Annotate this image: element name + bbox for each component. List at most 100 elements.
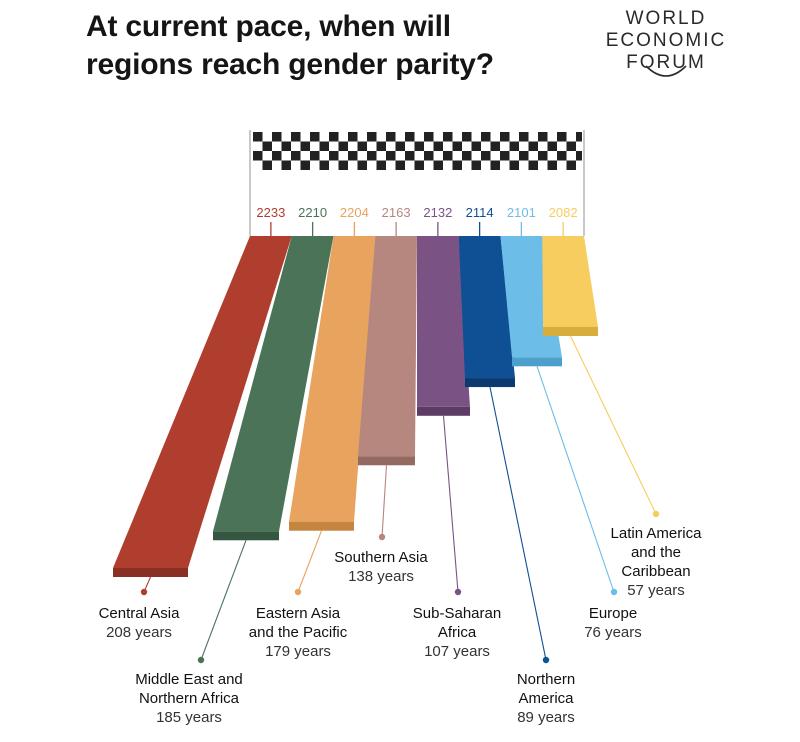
leader-line-6 bbox=[489, 386, 547, 661]
bar-base-4 bbox=[358, 456, 415, 466]
region-name-3-line-1: Eastern Asia bbox=[256, 605, 341, 622]
flag-square bbox=[281, 160, 291, 170]
region-years-4: 138 years bbox=[348, 568, 414, 585]
leader-dot-1 bbox=[140, 588, 148, 596]
flag-square bbox=[300, 160, 310, 170]
flag-square bbox=[424, 132, 434, 142]
leader-line-4 bbox=[381, 465, 388, 538]
bar-base-7 bbox=[512, 357, 562, 367]
bar-8 bbox=[542, 236, 598, 327]
flag-square bbox=[519, 132, 529, 142]
flag-square bbox=[547, 141, 557, 151]
leader-dot-7 bbox=[610, 588, 618, 596]
flag-square bbox=[405, 151, 415, 161]
flag-square bbox=[538, 151, 548, 161]
region-years-7: 76 years bbox=[584, 624, 642, 641]
leader-dot-3 bbox=[294, 588, 302, 596]
parity-year-label-5: 2132 bbox=[423, 205, 452, 220]
flag-square bbox=[272, 132, 282, 142]
flag-square bbox=[272, 151, 282, 161]
flag-square bbox=[490, 160, 500, 170]
flag-square bbox=[471, 160, 481, 170]
flag-square bbox=[386, 132, 396, 142]
flag-square bbox=[557, 132, 567, 142]
flag-square bbox=[310, 151, 320, 161]
flag-square bbox=[329, 151, 339, 161]
flag-square bbox=[414, 141, 424, 151]
flag-square bbox=[395, 160, 405, 170]
wef-logo: WORLD ECONOMIC FORUM bbox=[596, 6, 736, 86]
flag-square bbox=[519, 151, 529, 161]
flag-square bbox=[481, 151, 491, 161]
flag-square bbox=[357, 160, 367, 170]
leader-dot-5 bbox=[454, 588, 462, 596]
bar-base-5 bbox=[417, 406, 470, 416]
finish-line-flag bbox=[249, 130, 585, 236]
bar-base-8 bbox=[543, 326, 598, 336]
flag-square bbox=[300, 141, 310, 151]
region-years-6: 89 years bbox=[517, 709, 575, 726]
parity-year-label-1: 2233 bbox=[256, 205, 285, 220]
flag-square bbox=[348, 151, 358, 161]
region-name-2-line-1: Middle East and bbox=[135, 671, 243, 688]
flag-square bbox=[566, 160, 576, 170]
bar-6 bbox=[458, 236, 515, 379]
region-name-8-line-1: Latin America bbox=[611, 525, 703, 542]
logo-line-1: WORLD bbox=[625, 8, 707, 29]
flag-square bbox=[405, 132, 415, 142]
bar-2 bbox=[213, 236, 334, 532]
flag-square bbox=[262, 141, 272, 151]
bars-layer bbox=[113, 236, 598, 577]
region-name-8-line-3: Caribbean bbox=[621, 563, 690, 580]
region-name-2-line-2: Northern Africa bbox=[139, 690, 240, 707]
region-name-5-line-2: Africa bbox=[438, 624, 477, 641]
flag-square bbox=[376, 141, 386, 151]
flag-square bbox=[319, 141, 329, 151]
flag-square bbox=[338, 160, 348, 170]
bar-base-3 bbox=[289, 521, 354, 531]
flag-square bbox=[414, 160, 424, 170]
flag-square bbox=[509, 160, 519, 170]
bar-1 bbox=[113, 236, 292, 568]
flag-square bbox=[281, 141, 291, 151]
flag-square bbox=[443, 132, 453, 142]
leader-dot-4 bbox=[378, 533, 386, 541]
leader-line-7 bbox=[536, 366, 615, 593]
bar-base-6 bbox=[465, 378, 515, 388]
flag-square bbox=[329, 132, 339, 142]
logo-line-2: ECONOMIC bbox=[605, 30, 727, 51]
leader-dot-8 bbox=[652, 510, 660, 518]
flag-square bbox=[433, 141, 443, 151]
flag-square bbox=[338, 141, 348, 151]
flag-square bbox=[367, 132, 377, 142]
bar-3 bbox=[289, 236, 376, 522]
flag-square bbox=[395, 141, 405, 151]
region-years-1: 208 years bbox=[106, 624, 172, 641]
parity-year-label-2: 2210 bbox=[298, 205, 327, 220]
bar-base-1 bbox=[113, 568, 188, 577]
region-years-2: 185 years bbox=[156, 709, 222, 726]
flag-square bbox=[433, 160, 443, 170]
parity-year-label-4: 2163 bbox=[382, 205, 411, 220]
region-name-3-line-2: and the Pacific bbox=[249, 624, 348, 641]
flag-square bbox=[481, 132, 491, 142]
flag-square bbox=[576, 151, 582, 161]
flag-square bbox=[538, 132, 548, 142]
leader-dot-2 bbox=[197, 656, 205, 664]
region-years-3: 179 years bbox=[265, 643, 331, 660]
bar-5 bbox=[417, 236, 470, 407]
flag-square bbox=[528, 160, 538, 170]
region-name-8-line-2: and the bbox=[631, 544, 681, 561]
region-years-8: 57 years bbox=[627, 582, 685, 599]
flag-square bbox=[376, 160, 386, 170]
flag-square bbox=[367, 151, 377, 161]
flag-square bbox=[310, 132, 320, 142]
flag-square bbox=[443, 151, 453, 161]
leader-line-2 bbox=[200, 540, 247, 661]
flag-square bbox=[348, 132, 358, 142]
flag-square bbox=[462, 132, 472, 142]
flag-square bbox=[262, 160, 272, 170]
flag-square bbox=[462, 151, 472, 161]
flag-square bbox=[500, 132, 510, 142]
